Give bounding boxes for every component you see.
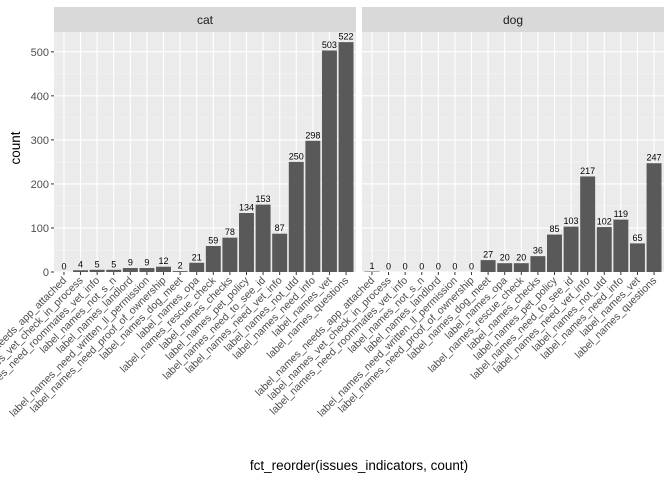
- y-axis-title: count: [8, 131, 23, 164]
- bar: [205, 246, 221, 272]
- bar: [189, 262, 205, 272]
- bar: [156, 266, 171, 272]
- facet-panel-dog: dog1label_names_needs_app_attached0label…: [253, 7, 664, 419]
- bar: [563, 226, 579, 272]
- bar-value-label: 103: [564, 216, 579, 226]
- bar: [255, 204, 271, 272]
- bar-value-label: 247: [647, 153, 662, 163]
- bar-value-label: 27: [483, 250, 493, 260]
- y-tick-label: 400: [31, 91, 49, 103]
- bar-value-label: 9: [128, 258, 133, 268]
- bar: [613, 219, 629, 272]
- bar: [530, 256, 546, 272]
- x-axis-title: fct_reorder(issues_indicators, count): [250, 458, 468, 473]
- bar: [497, 263, 513, 272]
- bar-value-label: 0: [452, 262, 457, 272]
- y-tick-label: 500: [31, 47, 49, 59]
- bar: [480, 260, 496, 272]
- bar-value-label: 36: [533, 246, 543, 256]
- bar: [513, 263, 529, 272]
- bar-value-label: 2: [178, 261, 183, 271]
- bar-value-label: 0: [386, 262, 391, 272]
- bar-value-label: 503: [322, 40, 337, 50]
- bar-value-label: 21: [192, 252, 202, 262]
- bar-value-label: 522: [339, 32, 354, 42]
- bar-value-label: 78: [225, 227, 235, 237]
- bar-value-label: 5: [95, 259, 100, 269]
- bar-value-label: 87: [275, 223, 285, 233]
- bar-value-label: 102: [597, 217, 612, 227]
- bar: [239, 212, 254, 272]
- bar: [288, 161, 304, 272]
- bar: [646, 163, 662, 272]
- bar-value-label: 0: [436, 262, 441, 272]
- bar-value-label: 298: [305, 130, 320, 140]
- bar-value-label: 4: [78, 260, 83, 270]
- bar-value-label: 134: [239, 202, 254, 212]
- bar-value-label: 217: [580, 166, 595, 176]
- bar-value-label: 0: [469, 262, 474, 272]
- bar-value-label: 85: [549, 224, 559, 234]
- bar: [547, 234, 562, 272]
- bar-value-label: 65: [632, 233, 642, 243]
- y-tick-label: 100: [31, 223, 49, 235]
- facet-strip: [54, 7, 356, 32]
- bar: [596, 227, 612, 272]
- bar: [222, 237, 238, 272]
- bar-value-label: 119: [614, 209, 628, 219]
- bar: [139, 268, 155, 272]
- bar: [106, 269, 122, 272]
- bar: [89, 269, 105, 272]
- bar: [73, 270, 89, 272]
- bar: [580, 176, 596, 272]
- bar-value-label: 5: [111, 259, 116, 269]
- bar: [172, 271, 188, 272]
- bar-value-label: 0: [403, 262, 408, 272]
- bar: [338, 42, 354, 272]
- bar-value-label: 20: [516, 253, 526, 263]
- bar: [305, 140, 321, 272]
- bar-value-label: 9: [144, 258, 149, 268]
- bar-value-label: 12: [159, 256, 169, 266]
- bar-value-label: 0: [61, 262, 66, 272]
- y-axis: 0 100 200 300 400 500: [31, 47, 54, 279]
- facet-strip-label: cat: [197, 13, 214, 27]
- y-tick-label: 0: [43, 267, 49, 279]
- y-tick-label: 200: [31, 179, 49, 191]
- bar-value-label: 59: [208, 236, 218, 246]
- bar: [122, 268, 138, 272]
- bar-value-label: 153: [256, 194, 271, 204]
- bar-value-label: 250: [289, 151, 304, 161]
- y-tick-label: 300: [31, 135, 49, 147]
- bar-value-label: 20: [500, 253, 510, 263]
- bar: [321, 50, 337, 273]
- facet-strip-label: dog: [503, 13, 523, 27]
- facet-strip: [362, 7, 664, 32]
- bar-value-label: 1: [369, 261, 374, 271]
- bar: [272, 233, 288, 272]
- bar: [629, 243, 645, 272]
- bar-value-label: 0: [419, 262, 424, 272]
